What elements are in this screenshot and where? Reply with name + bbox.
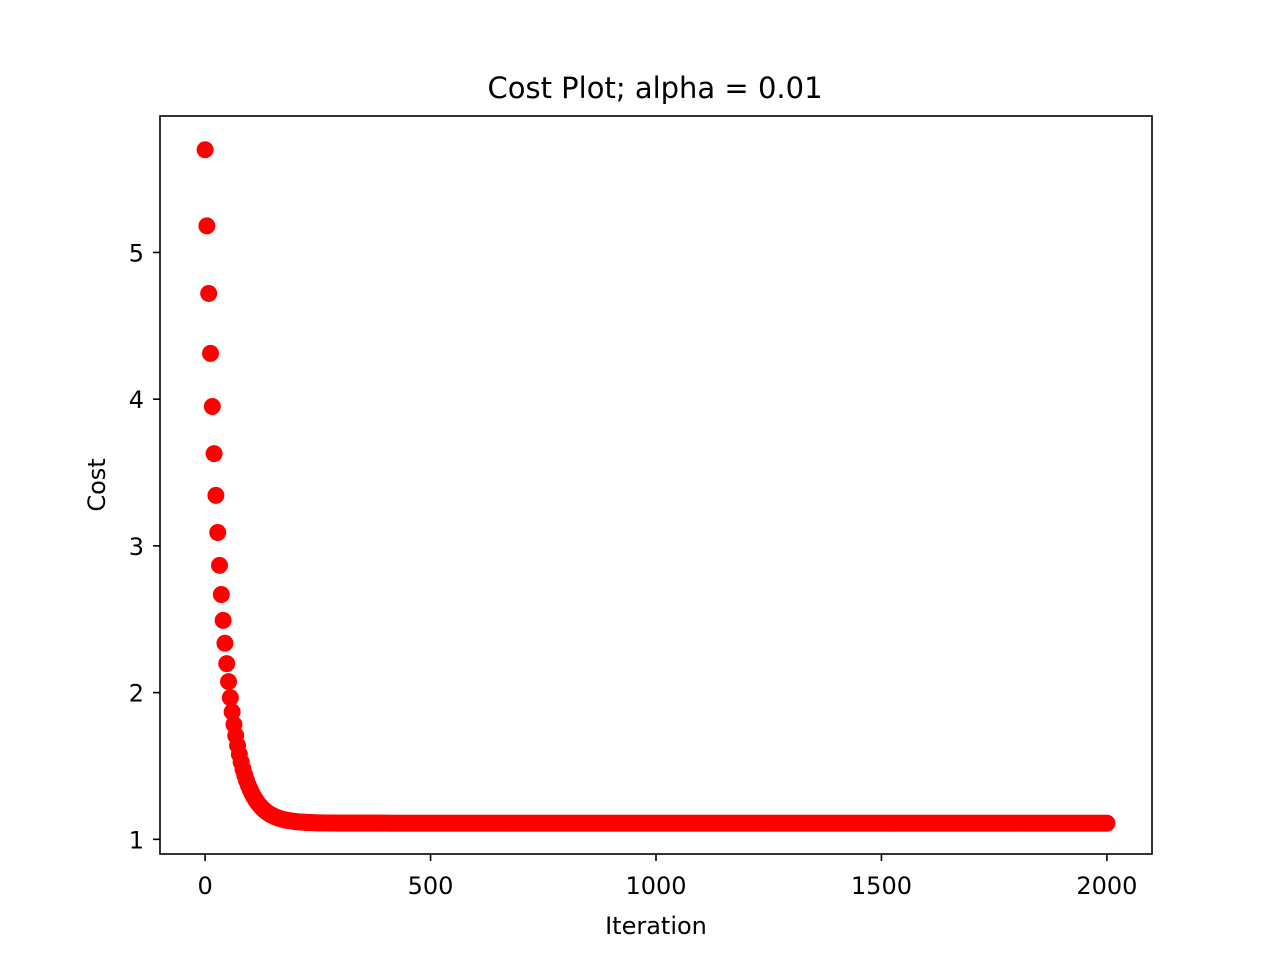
y-tick-label: 5 bbox=[129, 239, 144, 267]
data-point bbox=[203, 397, 221, 415]
x-axis-label: Iteration bbox=[605, 912, 707, 940]
data-point bbox=[218, 655, 236, 673]
data-point bbox=[207, 486, 225, 504]
chart-title: Cost Plot; alpha = 0.01 bbox=[487, 71, 822, 105]
data-point bbox=[221, 689, 239, 707]
x-tick-label: 1500 bbox=[851, 872, 912, 900]
data-point bbox=[200, 284, 218, 302]
data-point bbox=[1098, 814, 1116, 832]
x-tick-label: 0 bbox=[197, 872, 212, 900]
y-tick-label: 3 bbox=[129, 533, 144, 561]
y-tick-label: 1 bbox=[129, 826, 144, 854]
data-point bbox=[220, 673, 238, 691]
data-point bbox=[209, 523, 227, 541]
x-tick-label: 1000 bbox=[625, 872, 686, 900]
y-axis-label: Cost bbox=[83, 458, 111, 511]
x-tick-label: 500 bbox=[408, 872, 454, 900]
data-point bbox=[211, 556, 229, 574]
data-point bbox=[223, 703, 241, 721]
data-points bbox=[196, 141, 1116, 832]
y-tick-label: 2 bbox=[129, 680, 144, 708]
data-point bbox=[198, 217, 216, 235]
data-point bbox=[196, 141, 214, 159]
data-point bbox=[212, 585, 230, 603]
data-point bbox=[214, 611, 232, 629]
x-axis: 0 500 1000 1500 2000 bbox=[197, 854, 1137, 900]
x-tick-label: 2000 bbox=[1076, 872, 1137, 900]
y-tick-label: 4 bbox=[129, 386, 144, 414]
y-axis: 1 2 3 4 5 bbox=[129, 239, 160, 854]
data-point bbox=[205, 445, 223, 463]
data-point bbox=[202, 344, 219, 362]
data-point bbox=[216, 634, 234, 652]
